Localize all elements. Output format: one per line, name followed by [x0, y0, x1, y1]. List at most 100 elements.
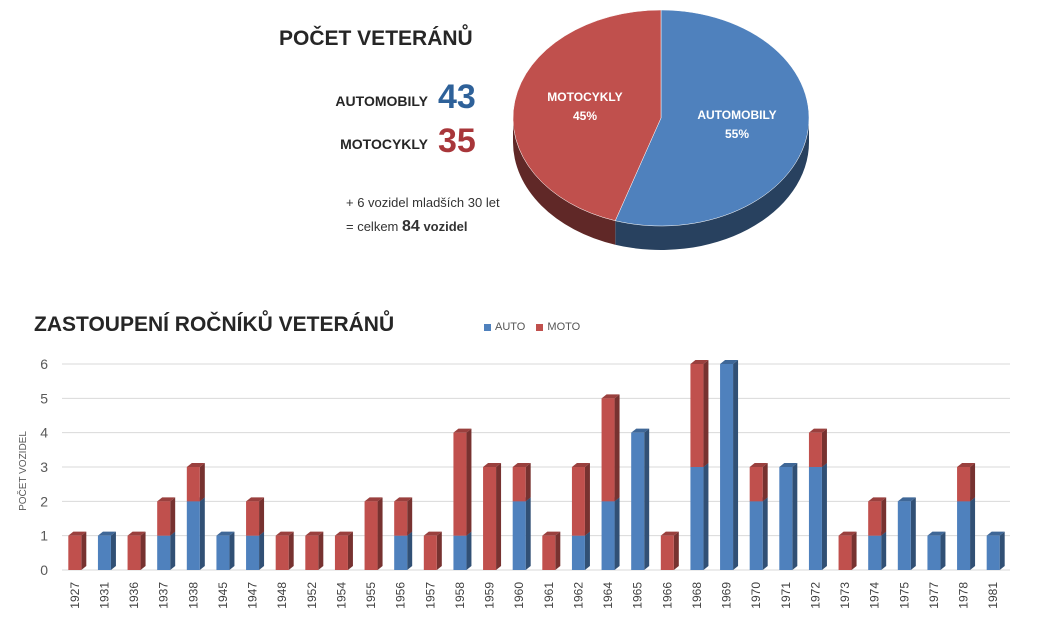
bar-moto-1968 — [690, 360, 709, 467]
x-tick-label-1964: 1964 — [601, 582, 615, 609]
x-tick-label-1957: 1957 — [423, 582, 437, 609]
bar-moto-1972 — [808, 428, 827, 467]
bar-auto-1962 — [571, 531, 590, 570]
bar-moto-1970 — [749, 463, 768, 502]
bar-moto-1973 — [838, 531, 857, 570]
x-tick-label-1974: 1974 — [868, 582, 882, 609]
legend-swatch-auto — [484, 323, 491, 331]
bar-auto-1981 — [986, 531, 1005, 570]
cars-count-value: 43 — [438, 78, 476, 116]
bar-auto-1931 — [97, 531, 116, 570]
legend-label-auto: AUTO — [495, 321, 526, 333]
bar-auto-1972 — [808, 463, 827, 570]
legend-item-moto: MOTO — [536, 321, 580, 333]
legend-swatch-moto — [536, 323, 544, 331]
summary-title: POČET VETERÁNŮ — [279, 27, 473, 50]
bar-moto-1952 — [305, 531, 324, 570]
bar-moto-1927 — [68, 531, 87, 570]
pie-value-label-1: 45% — [573, 109, 597, 123]
x-tick-label-1970: 1970 — [749, 582, 763, 609]
x-tick-label-1968: 1968 — [690, 582, 704, 609]
bar-moto-1974 — [868, 497, 887, 536]
x-tick-label-1936: 1936 — [127, 582, 141, 609]
x-tick-label-1955: 1955 — [364, 582, 378, 609]
bar-moto-1937 — [157, 497, 176, 536]
y-tick-label-5: 5 — [40, 390, 48, 406]
x-tick-label-1981: 1981 — [986, 582, 1000, 609]
pie-side-1 — [513, 118, 616, 245]
x-tick-label-1965: 1965 — [631, 582, 645, 609]
total-value: 84 — [402, 218, 420, 235]
x-tick-label-1975: 1975 — [897, 582, 911, 609]
bar-auto-1960 — [512, 497, 531, 570]
bar-moto-1938 — [186, 463, 205, 502]
bar-moto-1966 — [660, 531, 679, 570]
x-tick-label-1977: 1977 — [927, 582, 941, 609]
bar-auto-1956 — [394, 531, 413, 570]
x-tick-label-1959: 1959 — [483, 582, 497, 609]
motorcycles-count-label: MOTOCYKLY — [340, 136, 428, 152]
y-axis-label: POČET VOZIDEL — [16, 431, 29, 511]
x-tick-label-1969: 1969 — [720, 582, 734, 609]
year-chart-title: ZASTOUPENÍ ROČNÍKŮ VETERÁNŮ — [34, 313, 395, 336]
x-tick-label-1971: 1971 — [779, 582, 793, 609]
x-tick-label-1956: 1956 — [394, 582, 408, 609]
total-suffix: vozidel — [423, 219, 468, 234]
bar-auto-1937 — [157, 531, 176, 570]
bar-moto-1957 — [423, 531, 442, 570]
bar-moto-1954 — [334, 531, 353, 570]
x-tick-label-1972: 1972 — [808, 582, 822, 609]
x-tick-label-1962: 1962 — [571, 582, 585, 609]
bar-auto-1945 — [216, 531, 235, 570]
bar-auto-1974 — [868, 531, 887, 570]
year-stacked-bar-chart: 0 1 2 3 4 5 6 POČET VOZIDEL 1927 1931 1936 1937 1938… — [16, 356, 1010, 609]
younger-vehicles-note: + 6 vozidel mladších 30 let — [346, 195, 500, 210]
pie-side-0 — [615, 118, 809, 251]
bar-moto-1961 — [542, 531, 561, 570]
pie-value-label-0: 55% — [725, 127, 749, 141]
x-tick-label-1937: 1937 — [157, 582, 171, 609]
x-tick-label-1952: 1952 — [305, 582, 319, 609]
total-prefix: = celkem — [346, 219, 399, 234]
x-tick-label-1947: 1947 — [246, 582, 260, 609]
bar-moto-1956 — [394, 497, 413, 536]
bar-auto-1971 — [779, 463, 798, 570]
total-vehicles-note: = celkem 84 vozidel — [346, 218, 468, 236]
bar-auto-1964 — [601, 497, 620, 570]
bar-moto-1955 — [364, 497, 383, 570]
y-tick-label-3: 3 — [40, 459, 48, 475]
bar-auto-1938 — [186, 497, 205, 570]
y-tick-label-6: 6 — [40, 356, 48, 372]
x-tick-label-1958: 1958 — [453, 582, 467, 609]
cars-count-label: AUTOMOBILY — [335, 93, 428, 109]
bar-auto-1975 — [897, 497, 916, 570]
motorcycles-count-value: 35 — [438, 122, 476, 160]
bar-auto-1965 — [631, 428, 650, 570]
bar-moto-1964 — [601, 394, 620, 502]
bar-moto-1958 — [453, 428, 472, 536]
bar-auto-1968 — [690, 463, 709, 570]
y-tick-label-2: 2 — [40, 493, 48, 509]
share-pie-chart: AUTOMOBILY 55% MOTOCYKLY 45% — [512, 9, 810, 251]
x-tick-label-1927: 1927 — [68, 582, 82, 609]
year-chart-legend: AUTO MOTO — [484, 321, 588, 334]
pie-slice-1 — [512, 9, 662, 222]
pie-label-1: MOTOCYKLY — [547, 90, 622, 104]
x-tick-label-1966: 1966 — [660, 582, 674, 609]
pie-slice-0 — [614, 9, 810, 227]
bar-auto-1947 — [246, 531, 265, 570]
bar-auto-1958 — [453, 531, 472, 570]
bar-moto-1947 — [246, 497, 265, 536]
y-tick-label-4: 4 — [40, 425, 48, 441]
bar-auto-1978 — [957, 497, 976, 570]
x-tick-label-1961: 1961 — [542, 582, 556, 609]
bar-auto-1970 — [749, 497, 768, 570]
legend-item-auto: AUTO — [484, 321, 525, 333]
y-tick-label-1: 1 — [40, 528, 48, 544]
x-tick-label-1973: 1973 — [838, 582, 852, 609]
bar-auto-1969 — [720, 360, 739, 570]
legend-label-moto: MOTO — [547, 321, 581, 333]
bar-moto-1936 — [127, 531, 146, 570]
bar-moto-1962 — [571, 463, 590, 536]
x-tick-label-1954: 1954 — [334, 582, 348, 609]
